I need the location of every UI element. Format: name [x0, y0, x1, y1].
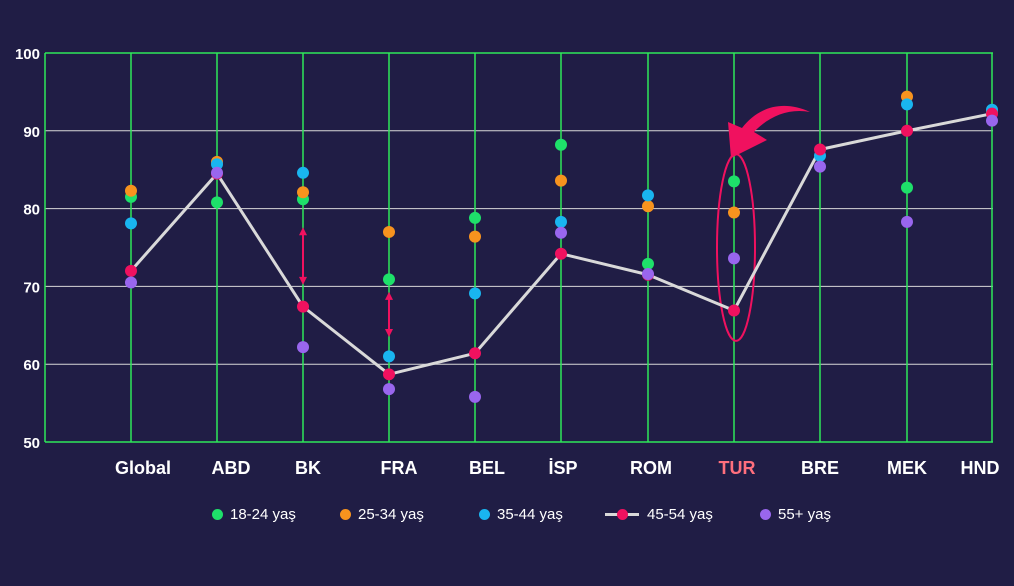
- point-18-24-ya-i-sp: [555, 138, 567, 151]
- legend-marker-45-54: [605, 509, 639, 520]
- x-tick-fra: FRA: [381, 458, 418, 478]
- x-tick-hnd: HND: [961, 458, 1000, 478]
- legend-marker-55-plus: [760, 509, 771, 520]
- point-55-ya-fra: [383, 383, 395, 396]
- point-55-ya-i-sp: [555, 226, 567, 239]
- x-tick-mek: MEK: [887, 458, 927, 478]
- annotations: [299, 105, 810, 342]
- legend-item-45-54: 45-54 yaş: [605, 506, 713, 523]
- point-18-24-ya-bel: [469, 211, 481, 224]
- point-35-44-ya-bel: [469, 287, 481, 300]
- x-tick-i-sp: İSP: [548, 458, 577, 478]
- legend-item-25-34: 25-34 yaş: [340, 506, 424, 523]
- point-55-ya-tur: [728, 252, 740, 265]
- y-tick-80: 80: [23, 202, 40, 219]
- annotation-arrowhead-bottom-bk: [299, 276, 307, 285]
- point-55-ya-bel: [469, 390, 481, 403]
- point-25-34-ya-global: [125, 184, 137, 197]
- legend: 18-24 yaş 25-34 yaş 35-44 yaş 45-54 yaş …: [0, 506, 1014, 532]
- legend-label-45-54: 45-54 yaş: [647, 506, 713, 523]
- x-tick-bel: BEL: [469, 458, 505, 478]
- annotation-arrowhead-top-bk: [299, 227, 307, 236]
- legend-label-18-24: 18-24 yaş: [230, 506, 296, 523]
- point-18-24-ya-abd: [211, 196, 223, 209]
- point-45-54-ya-bk: [297, 300, 309, 313]
- point-55-ya-hnd: [986, 114, 998, 127]
- point-45-54-ya-i-sp: [555, 247, 567, 260]
- horizontal-gridlines: [45, 130, 993, 443]
- point-25-34-ya-bk: [297, 186, 309, 199]
- legend-item-18-24: 18-24 yaş: [212, 506, 296, 523]
- point-25-34-ya-tur: [728, 206, 740, 219]
- point-45-54-ya-global: [125, 264, 137, 277]
- point-25-34-ya-fra: [383, 225, 395, 238]
- y-tick-50: 50: [23, 435, 40, 452]
- point-35-44-ya-bk: [297, 166, 309, 179]
- point-35-44-ya-abd: [211, 158, 223, 171]
- x-tick-bre: BRE: [801, 458, 839, 478]
- point-25-34-ya-bel: [469, 230, 481, 243]
- point-35-44-ya-fra: [383, 350, 395, 363]
- point-55-ya-mek: [901, 215, 913, 228]
- point-18-24-ya-rom: [642, 257, 654, 270]
- data-points: [125, 90, 998, 403]
- point-45-54-ya-mek: [901, 124, 913, 137]
- x-tick-rom: ROM: [630, 458, 672, 478]
- point-35-44-ya-mek: [901, 98, 913, 111]
- legend-label-25-34: 25-34 yaş: [358, 506, 424, 523]
- point-55-ya-bk: [297, 341, 309, 354]
- point-35-44-ya-global: [125, 217, 137, 230]
- point-55-ya-bre: [814, 160, 826, 173]
- y-tick-60: 60: [23, 357, 40, 374]
- point-45-54-ya-fra: [383, 368, 395, 381]
- point-35-44-ya-i-sp: [555, 215, 567, 228]
- point-18-24-ya-mek: [901, 181, 913, 194]
- point-18-24-ya-fra: [383, 273, 395, 286]
- point-45-54-ya-tur: [728, 304, 740, 317]
- vertical-gridlines: [44, 52, 993, 443]
- legend-item-35-44: 35-44 yaş: [479, 506, 563, 523]
- point-25-34-ya-i-sp: [555, 174, 567, 187]
- legend-marker-35-44: [479, 509, 490, 520]
- annotation-curved-arrow: [728, 105, 810, 158]
- x-tick-bk: BK: [295, 458, 321, 478]
- point-18-24-ya-tur: [728, 175, 740, 188]
- point-45-54-ya-bel: [469, 347, 481, 360]
- x-axis-category-labels: Global ABD BK FRA BEL İSP ROM TUR BRE MEK HND: [115, 458, 1000, 478]
- legend-label-35-44: 35-44 yaş: [497, 506, 563, 523]
- y-axis-tick-labels: 50 60 70 80 90 100: [15, 46, 40, 452]
- legend-marker-18-24: [212, 509, 223, 520]
- y-tick-70: 70: [23, 279, 40, 296]
- annotation-arrowhead-top-fra: [385, 291, 393, 300]
- legend-marker-25-34: [340, 509, 351, 520]
- point-55-ya-global: [125, 276, 137, 289]
- point-25-34-ya-rom: [642, 200, 654, 213]
- y-tick-90: 90: [23, 124, 40, 141]
- annotation-arrowhead-bottom-fra: [385, 328, 393, 337]
- legend-label-55-plus: 55+ yaş: [778, 506, 831, 523]
- point-55-ya-rom: [642, 267, 654, 280]
- y-tick-100: 100: [15, 46, 40, 63]
- point-35-44-ya-rom: [642, 189, 654, 202]
- x-tick-tur: TUR: [719, 458, 756, 478]
- legend-item-55-plus: 55+ yaş: [760, 506, 831, 523]
- point-55-ya-abd: [211, 166, 223, 179]
- point-45-54-ya-bre: [814, 143, 826, 156]
- x-tick-abd: ABD: [212, 458, 251, 478]
- x-tick-global: Global: [115, 458, 171, 478]
